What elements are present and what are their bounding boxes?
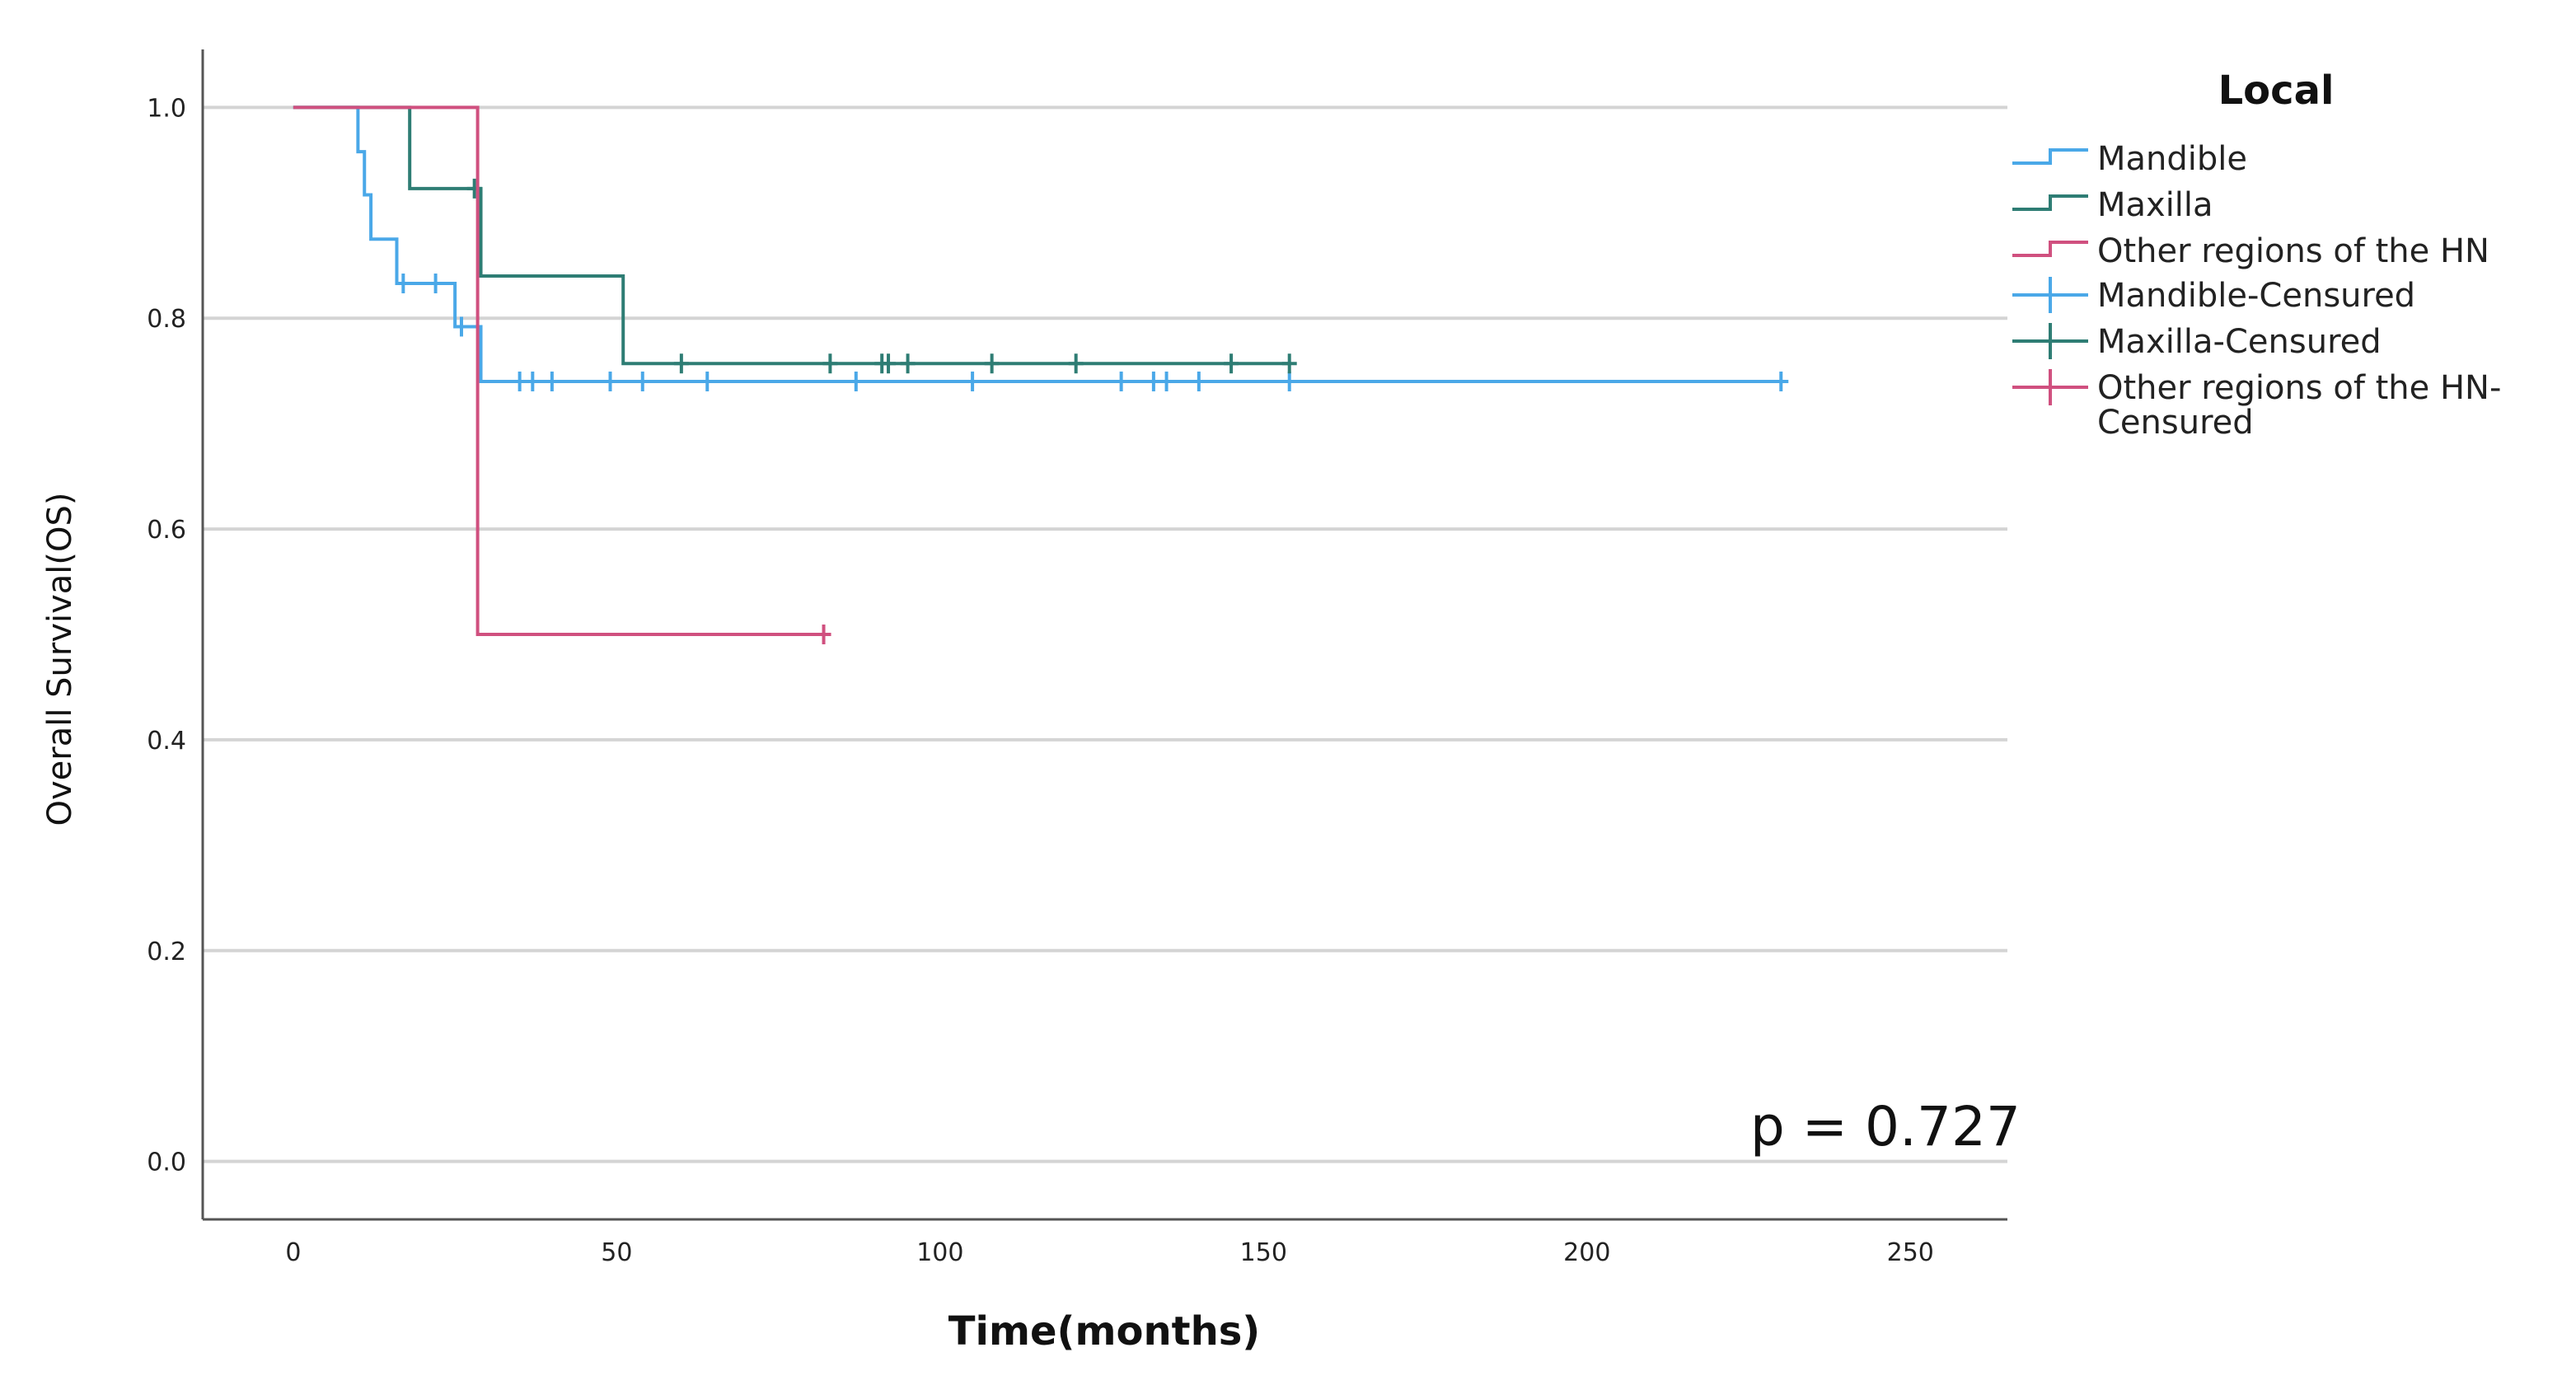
censor-mark — [673, 353, 689, 374]
censor-mark — [1159, 371, 1174, 391]
legend-item: Other regions of the HN — [2012, 232, 2489, 270]
series-maxilla — [293, 105, 1297, 374]
x-tick-label: 150 — [1240, 1238, 1287, 1267]
censor-mark — [881, 353, 897, 374]
censor-mark — [984, 353, 1000, 374]
series-mandible — [293, 105, 1789, 391]
legend-label: Other regions of the HN- — [2097, 369, 2501, 407]
legend-item: Maxilla-Censured — [2012, 323, 2382, 361]
censor-mark — [1068, 353, 1084, 374]
legend-label: Maxilla-Censured — [2097, 323, 2382, 361]
censor-mark — [900, 353, 916, 374]
censor-mark — [1191, 371, 1206, 391]
legend-label: Mandible — [2097, 140, 2247, 178]
censor-mark — [1773, 371, 1789, 391]
censor-mark — [602, 371, 618, 391]
survival-curve — [293, 105, 1782, 383]
y-tick-label: 0.2 — [147, 938, 186, 966]
censor-mark — [466, 178, 482, 199]
legend-label: Mandible-Censured — [2097, 277, 2415, 315]
y-tick-label: 0.0 — [147, 1149, 186, 1177]
censor-mark — [848, 371, 864, 391]
legend-swatch — [2012, 194, 2088, 211]
x-tick-label: 250 — [1887, 1238, 1934, 1267]
y-tick-label: 0.8 — [147, 305, 186, 334]
censor-mark — [965, 371, 981, 391]
legend-item: Maxilla — [2012, 186, 2213, 224]
grid-lines — [203, 105, 2007, 1163]
censor-mark — [544, 371, 560, 391]
x-axis-title: Time(months) — [948, 1308, 1261, 1355]
y-tick-label: 1.0 — [147, 94, 186, 123]
axes — [201, 49, 2007, 1221]
legend-title: Local — [2218, 68, 2335, 114]
survival-curve — [293, 105, 824, 636]
censor-mark — [1113, 371, 1129, 391]
y-tick-label: 0.6 — [147, 516, 186, 545]
censor-mark — [822, 353, 838, 374]
series-other-regions-of-the-hn — [293, 105, 831, 644]
legend-swatch — [2012, 241, 2088, 257]
legend-item: Mandible — [2012, 140, 2247, 178]
series-layer — [293, 105, 1789, 644]
x-tick-label: 50 — [601, 1238, 632, 1267]
censor-mark — [453, 316, 469, 337]
censor-mark — [525, 371, 541, 391]
x-tick-label: 0 — [285, 1238, 301, 1267]
tick-labels: 0.0 0.2 0.4 0.6 0.8 1.0 0 50 100 150 200 250 — [147, 94, 1934, 1267]
censor-mark — [635, 371, 650, 391]
censor-mark — [1224, 353, 1239, 374]
y-axis-title: Overall Survival(OS) — [41, 492, 79, 826]
censor-mark — [1281, 353, 1297, 374]
p-value-annotation: p = 0.727 — [1750, 1095, 2021, 1158]
censor-mark — [1145, 371, 1161, 391]
legend-label: Other regions of the HN — [2097, 232, 2489, 270]
censor-mark — [428, 274, 443, 293]
legend-item: Mandible-Censured — [2012, 277, 2415, 315]
censor-mark — [700, 371, 715, 391]
x-tick-label: 100 — [916, 1238, 963, 1267]
y-tick-label: 0.4 — [147, 727, 186, 756]
legend-label: Maxilla — [2097, 186, 2213, 224]
legend-item: Other regions of the HN-Censured — [2012, 369, 2501, 442]
censor-mark — [396, 274, 411, 293]
legend: Local Mandible Maxilla Other regions of th… — [2012, 68, 2501, 442]
survival-curve — [293, 105, 1290, 366]
legend-swatch — [2012, 148, 2088, 165]
censor-mark — [512, 371, 527, 391]
legend-label-cont: Censured — [2097, 404, 2254, 442]
censor-mark — [1281, 371, 1297, 391]
x-tick-label: 200 — [1563, 1238, 1610, 1267]
censor-mark — [816, 625, 831, 644]
